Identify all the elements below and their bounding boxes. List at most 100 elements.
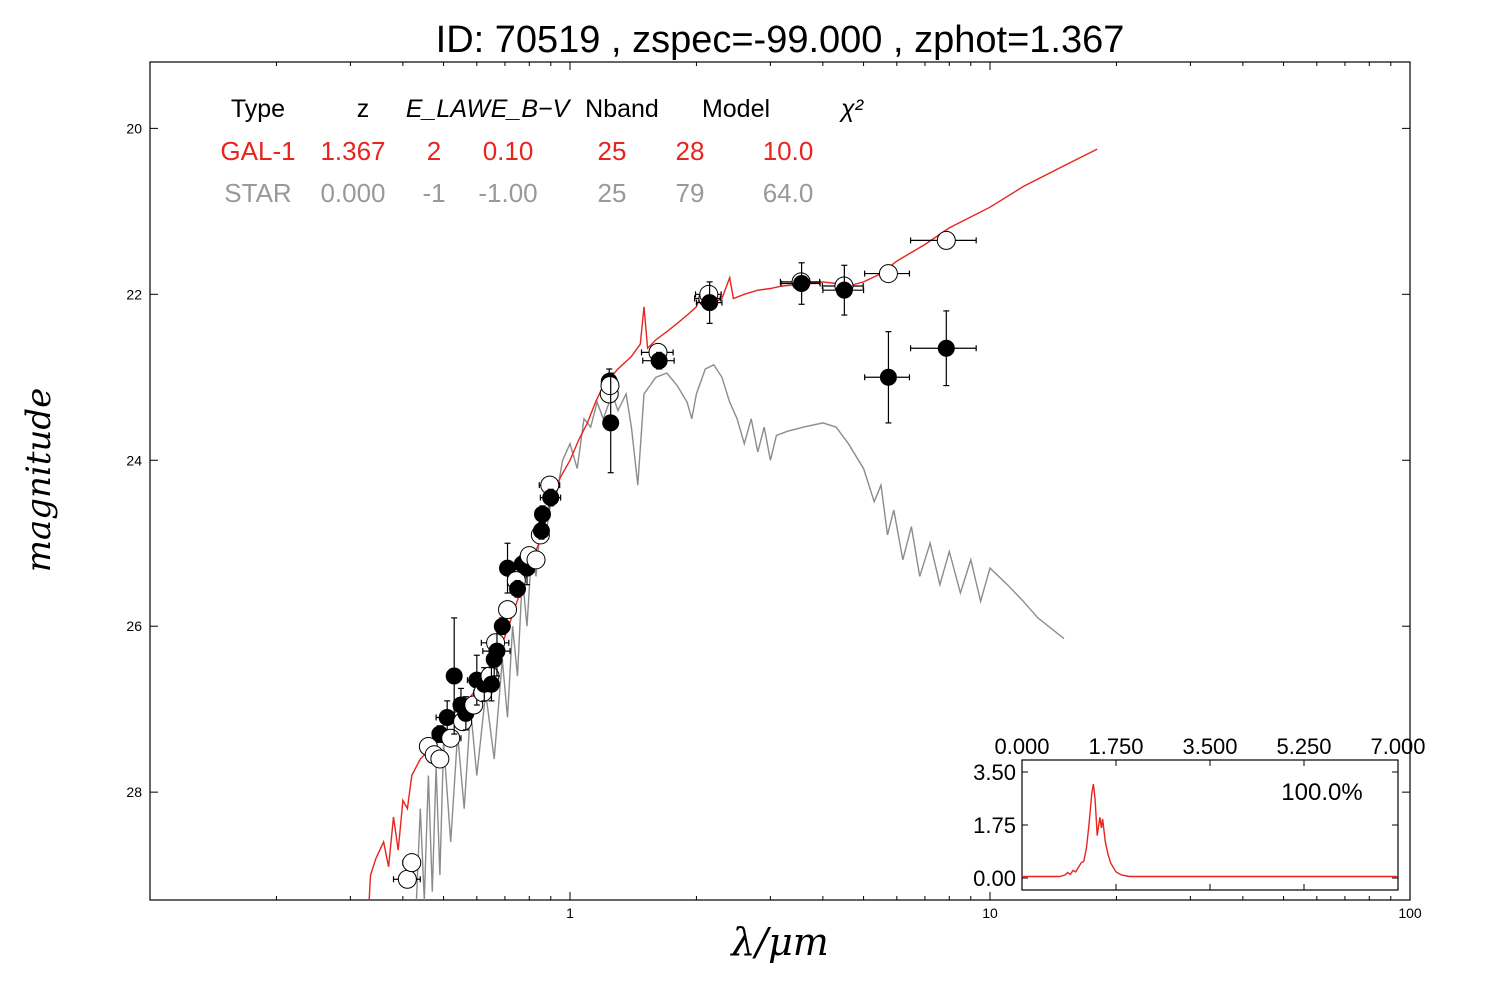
table-header-elaw: E_LAW: [406, 95, 493, 123]
observed-point: [499, 542, 517, 594]
table-cell: 10.0: [763, 136, 814, 166]
open-point-marker: [600, 376, 620, 396]
open-point-marker: [526, 550, 546, 570]
x-tick-label: 1: [566, 905, 574, 921]
table-header-nband: Nband: [585, 95, 659, 123]
observed-point: [482, 625, 511, 677]
observed-point: [600, 376, 620, 396]
table-cell: -1: [422, 178, 445, 208]
filled-point-marker: [438, 708, 456, 726]
y-tick-label: 20: [126, 120, 142, 136]
open-point-marker: [402, 853, 422, 873]
inset-x-tick-label: 1.750: [1088, 734, 1143, 759]
open-point-marker: [498, 600, 518, 620]
inset-y-tick-label: 0.00: [973, 866, 1016, 891]
filled-point-marker: [835, 281, 853, 299]
filled-point-marker: [493, 617, 511, 635]
observed-point: [430, 749, 450, 769]
fit-table: Type z E_LAW E_B−V Nband Model χ² GAL-1 1.367 2 0.…: [220, 95, 864, 208]
table-cell: 25: [598, 136, 627, 166]
table-cell: 25: [598, 178, 627, 208]
observed-point: [864, 331, 911, 424]
x-tick-label: 100: [1398, 905, 1422, 921]
inset-y-tick-label: 1.75: [973, 813, 1016, 838]
observed-point: [909, 310, 977, 387]
table-header-type: Type: [231, 95, 285, 123]
observed-point: [642, 351, 675, 370]
table-cell: GAL-1: [220, 136, 295, 166]
filled-point-marker: [488, 642, 506, 660]
open-point-marker: [936, 230, 956, 250]
inset-x-tick-label: 3.500: [1182, 734, 1237, 759]
y-tick-label: 26: [126, 618, 142, 634]
inset-y-tick-label: 3.50: [973, 760, 1016, 785]
inset-annotation: 100.0%: [1281, 779, 1362, 806]
open-point-marker: [441, 728, 461, 748]
filled-point-marker: [650, 352, 668, 370]
observed-point: [602, 372, 620, 474]
y-tick-label: 28: [126, 784, 142, 800]
filled-point-marker: [701, 294, 719, 312]
open-point-marker: [430, 749, 450, 769]
table-header-z: z: [357, 95, 370, 123]
table-header-ebv: E_B−V: [491, 95, 572, 123]
filled-point-marker: [542, 489, 560, 507]
observed-point: [498, 600, 518, 620]
redshift-pdf-inset: 0.000 1.750 3.500 5.250 7.000 0.00 1.75 3.50 100…: [973, 734, 1425, 891]
table-cell: 1.367: [320, 136, 385, 166]
observed-point: [493, 617, 511, 636]
open-point-marker: [397, 869, 417, 889]
table-cell: 2: [427, 136, 441, 166]
star-model-line: [415, 363, 1065, 900]
table-cell: 28: [676, 136, 705, 166]
filled-point-marker: [445, 667, 463, 685]
model-curves: [368, 148, 1098, 900]
table-cell: -1.00: [478, 178, 537, 208]
observed-point: [864, 264, 911, 284]
table-cell: 64.0: [763, 178, 814, 208]
filled-point-marker: [602, 414, 620, 432]
x-axis: 1 10 100: [275, 62, 1422, 921]
x-tick-label: 10: [982, 905, 998, 921]
y-tick-label: 24: [126, 452, 142, 468]
inset-frame: [1021, 759, 1399, 891]
y-tick-label: 22: [126, 286, 142, 302]
observed-point: [509, 579, 527, 598]
y-axis-label: magnitude: [19, 388, 59, 573]
table-cell: 79: [676, 178, 705, 208]
observed-point: [392, 869, 421, 889]
observed-points: [392, 230, 977, 889]
observed-point: [526, 550, 546, 570]
x-axis-label: λ/μm: [729, 920, 829, 964]
inset-x-tick-label: 0.000: [994, 734, 1049, 759]
inset-pdf-curve: [1022, 783, 1398, 878]
filled-point-marker: [533, 505, 551, 523]
filled-point-marker: [482, 675, 500, 693]
observed-point: [533, 505, 551, 524]
y-axis: 20 22 24 26 28: [126, 120, 1410, 800]
observed-point: [445, 617, 463, 735]
inset-x-tick-label: 5.250: [1276, 734, 1331, 759]
filled-point-marker: [793, 275, 811, 293]
inset-x-tick-label: 7.000: [1370, 734, 1425, 759]
observed-point: [909, 230, 977, 250]
observed-point: [695, 281, 723, 324]
table-cell: STAR: [224, 178, 291, 208]
chart-title: ID: 70519 , zspec=-99.000 , zphot=1.367: [436, 19, 1125, 61]
observed-point: [539, 488, 562, 507]
open-point-marker: [878, 264, 898, 284]
filled-point-marker: [937, 339, 955, 357]
table-header-chi2: χ²: [839, 95, 865, 123]
observed-point: [780, 262, 821, 305]
filled-point-marker: [879, 368, 897, 386]
table-cell: 0.10: [483, 136, 534, 166]
observed-point: [532, 521, 550, 540]
galaxy-model-line: [368, 148, 1098, 900]
observed-point: [402, 853, 422, 873]
filled-point-marker: [532, 522, 550, 540]
filled-point-marker: [509, 580, 527, 598]
table-cell: 0.000: [320, 178, 385, 208]
plot-frame: [149, 61, 1411, 901]
